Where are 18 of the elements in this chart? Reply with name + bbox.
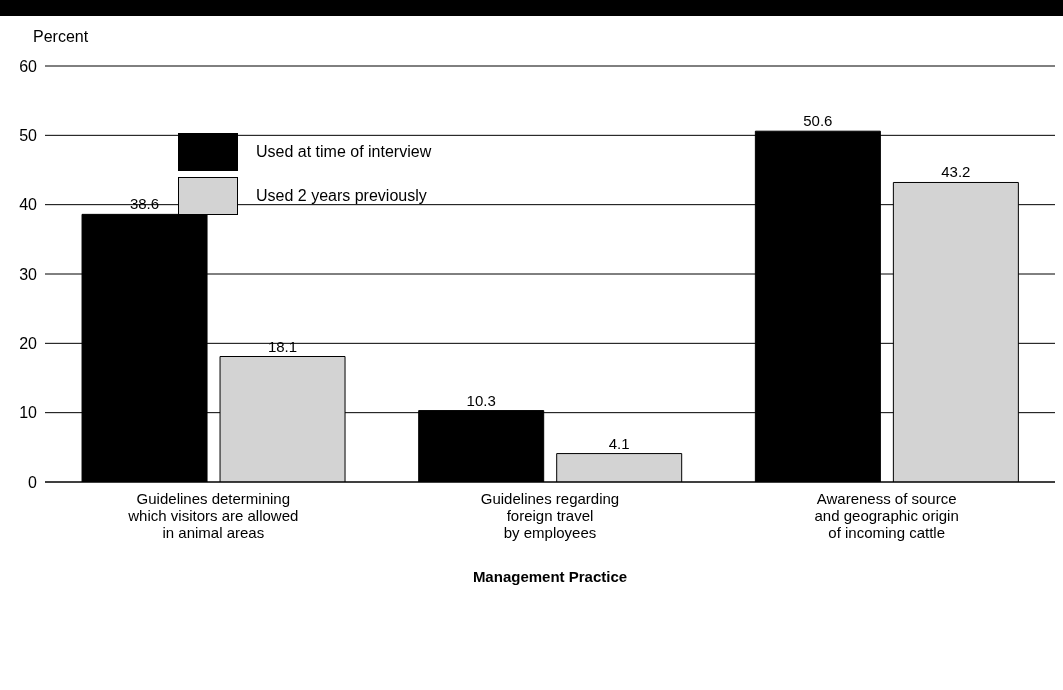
y-axis-title: Percent xyxy=(33,28,89,46)
data-label: 4.1 xyxy=(608,434,630,452)
x-tick-label: Guidelines determining which visitors are allowed in animal areas xyxy=(127,490,299,541)
legend-label: Used at time of interview xyxy=(256,143,432,161)
x-tick-label: Awareness of source and geographic origin of incoming cattle xyxy=(814,490,959,541)
y-tick-label: 0 xyxy=(28,473,38,491)
y-tick-label: 20 xyxy=(19,335,38,353)
data-label: 43.2 xyxy=(941,163,971,181)
y-tick-label: 60 xyxy=(19,57,38,75)
y-tick-label: 30 xyxy=(19,265,38,283)
data-label: 50.6 xyxy=(803,112,833,130)
x-tick-label: Guidelines regarding foreign travel by employees xyxy=(480,490,620,541)
legend-label: Used 2 years previously xyxy=(256,187,427,205)
y-tick-label: 50 xyxy=(19,127,38,145)
y-tick-label: 40 xyxy=(19,196,38,214)
y-tick-label: 10 xyxy=(19,404,38,422)
data-label: 10.3 xyxy=(466,391,496,409)
x-axis-title: Management Practice xyxy=(472,568,628,585)
